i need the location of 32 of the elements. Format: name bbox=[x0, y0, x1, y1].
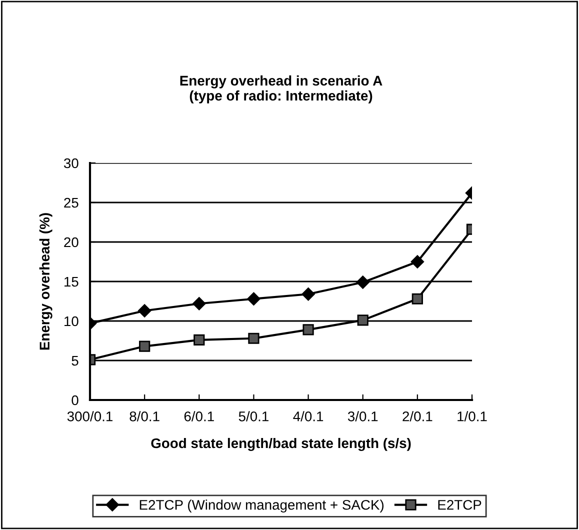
point bbox=[302, 324, 314, 336]
point bbox=[410, 255, 424, 268]
legend-label: E2TCP bbox=[438, 500, 482, 510]
x-tick-label: 8/0.1 bbox=[130, 411, 160, 422]
x-tick-label: 1/0.1 bbox=[458, 411, 487, 422]
point bbox=[194, 334, 205, 346]
x-tick-label: 6/0.1 bbox=[184, 411, 214, 422]
y-tick-label: 30 bbox=[64, 158, 78, 168]
x-tick-label: 5/0.1 bbox=[238, 411, 268, 422]
point bbox=[412, 293, 423, 304]
y-tick-label: 0 bbox=[72, 395, 78, 406]
point bbox=[356, 276, 370, 289]
legend-label: E2TCP (Window management + SACK) bbox=[140, 500, 384, 513]
point bbox=[139, 340, 150, 352]
point bbox=[248, 332, 260, 344]
y-tick-label: 25 bbox=[64, 198, 78, 208]
chart-title: Energy overhead in scenario A (type of radio: Intermediate) bbox=[180, 75, 382, 104]
point bbox=[247, 292, 260, 306]
x-tick-label: 3/0.1 bbox=[348, 411, 378, 422]
x-tick-label: 4/0.1 bbox=[293, 411, 324, 422]
point bbox=[192, 297, 206, 310]
y-tick-label: 5 bbox=[72, 356, 78, 366]
point bbox=[357, 314, 368, 326]
x-tick-label: 300/0.1 bbox=[67, 411, 112, 422]
y-tick-label: 20 bbox=[64, 237, 78, 248]
y-tick-label: 15 bbox=[64, 276, 78, 287]
x-axis-title: Good state length/bad state length (s/s) bbox=[151, 438, 411, 451]
point bbox=[302, 288, 315, 301]
y-axis-title: Energy overhead (%) bbox=[39, 213, 52, 350]
y-tick-label: 10 bbox=[64, 316, 78, 326]
point bbox=[138, 304, 152, 318]
x-tick-label: 2/0.1 bbox=[402, 411, 432, 422]
